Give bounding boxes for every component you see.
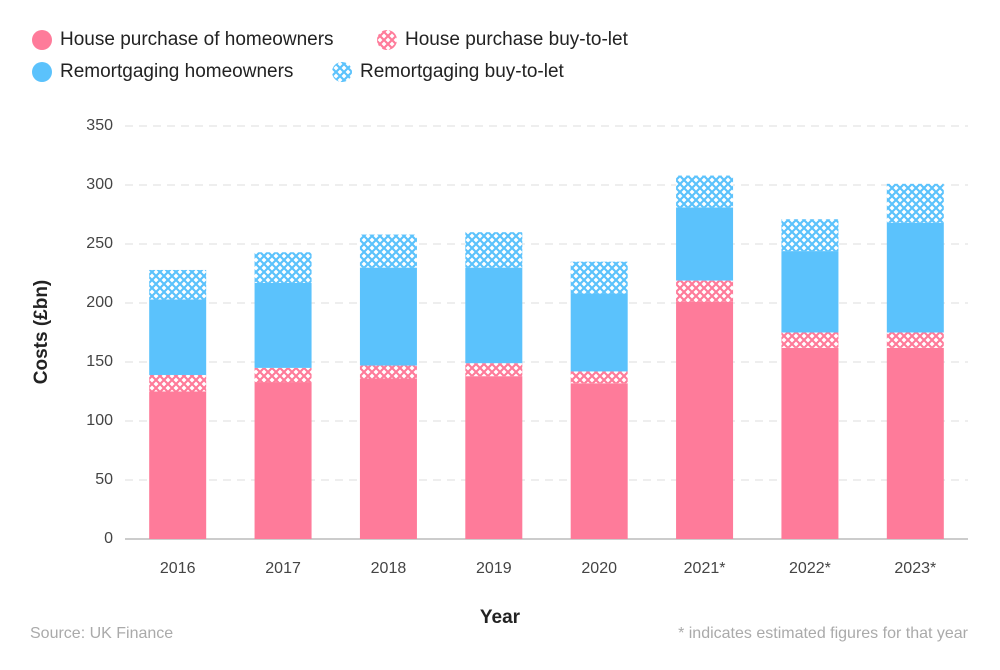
legend-marker xyxy=(32,62,52,82)
legend-marker xyxy=(332,62,352,82)
y-tick-label: 100 xyxy=(86,412,113,429)
source: Source: UK Finance xyxy=(30,625,173,642)
bar-segment xyxy=(886,222,944,333)
bar-segment xyxy=(254,382,312,539)
bar-segment xyxy=(465,363,523,377)
x-tick-label: 2016 xyxy=(160,560,196,577)
bar-segment xyxy=(570,371,628,384)
bar-segment xyxy=(465,267,523,364)
bar-segment xyxy=(781,251,839,333)
bar-segment xyxy=(359,378,417,539)
bar-segment xyxy=(254,282,312,368)
legend-label: Remortgaging buy-to-let xyxy=(360,61,565,82)
bar-segment xyxy=(781,347,839,539)
legend-label: House purchase buy-to-let xyxy=(405,29,629,50)
bar-segment xyxy=(359,365,417,379)
bar-segment xyxy=(465,376,523,539)
bar-segment xyxy=(254,252,312,283)
bar-segment xyxy=(254,367,312,383)
legend-marker xyxy=(377,30,397,50)
y-axis-label: Costs (£bn) xyxy=(31,280,52,385)
bar-segment xyxy=(676,175,734,208)
bar-segment xyxy=(359,267,417,366)
y-tick-label: 200 xyxy=(86,294,113,311)
x-tick-label: 2019 xyxy=(476,560,512,577)
y-tick-label: 300 xyxy=(86,176,113,193)
x-axis-label: Year xyxy=(480,607,521,628)
y-tick-label: 150 xyxy=(86,353,113,370)
x-tick-label: 2018 xyxy=(371,560,407,577)
legend-label: House purchase of homeowners xyxy=(60,29,334,50)
bar-segment xyxy=(886,183,944,223)
x-tick-label: 2021* xyxy=(684,560,726,577)
bar-segment xyxy=(359,234,417,268)
y-tick-label: 250 xyxy=(86,235,113,252)
y-tick-label: 0 xyxy=(104,530,113,547)
x-tick-label: 2020 xyxy=(581,560,617,577)
legend-label: Remortgaging homeowners xyxy=(60,61,293,82)
bar-segment xyxy=(781,332,839,348)
x-tick-label: 2023* xyxy=(894,560,936,577)
bar-segment xyxy=(676,301,734,539)
bar-segment xyxy=(781,219,839,252)
legend-marker xyxy=(32,30,52,50)
bar-segment xyxy=(149,269,207,300)
x-tick-label: 2017 xyxy=(265,560,301,577)
bar-segment xyxy=(676,280,734,302)
bar-segment xyxy=(570,293,628,372)
bar-segment xyxy=(886,332,944,348)
bar-segment xyxy=(570,383,628,539)
y-tick-label: 350 xyxy=(86,117,113,134)
bar-segment xyxy=(149,391,207,539)
x-tick-label: 2022* xyxy=(789,560,831,577)
bar-segment xyxy=(465,232,523,268)
note: * indicates estimated figures for that y… xyxy=(678,625,969,642)
bar-segment xyxy=(676,207,734,281)
bar-segment xyxy=(886,347,944,539)
bar-segment xyxy=(570,261,628,294)
bar-segment xyxy=(149,374,207,392)
bar-segment xyxy=(149,299,207,375)
y-tick-label: 50 xyxy=(95,471,113,488)
